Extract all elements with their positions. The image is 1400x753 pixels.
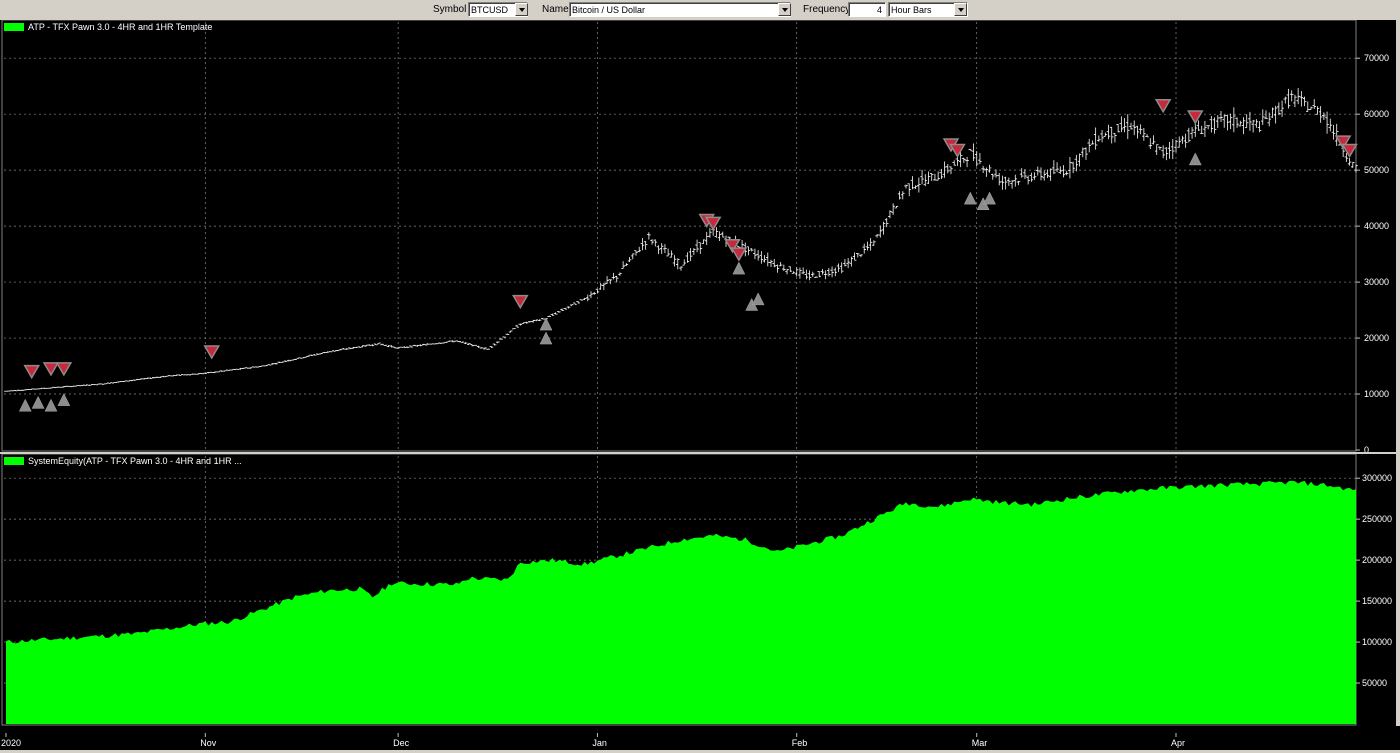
price-tick-label: 20000 (1364, 333, 1389, 343)
date-tick-label: Nov (200, 738, 217, 748)
frequency-input[interactable]: 4 (848, 2, 886, 17)
date-tick-label: 2020 (1, 738, 21, 748)
symbol-dropdown-arrow-icon[interactable] (515, 3, 528, 16)
equity-pane-title: SystemEquity(ATP - TFX Pawn 3.0 - 4HR an… (4, 456, 242, 466)
equity-tick-label: 50000 (1362, 678, 1387, 688)
buy-marker-icon (539, 331, 553, 345)
date-tick-label: Dec (393, 738, 410, 748)
date-tick-label: Feb (792, 738, 808, 748)
equity-tick-label: 300000 (1362, 473, 1392, 483)
buy-marker-icon (983, 191, 996, 205)
price-legend-swatch (4, 23, 24, 31)
name-label: Name (542, 4, 569, 15)
sell-marker-icon (704, 216, 722, 231)
buy-marker-icon (732, 261, 746, 275)
sell-marker-icon (730, 247, 748, 262)
name-combobox[interactable]: Bitcoin / US Dollar (569, 2, 791, 17)
sell-marker-icon (1186, 110, 1204, 125)
date-tick-label: Jan (592, 738, 607, 748)
chart-toolbar: Symbol BTCUSD Name Bitcoin / US Dollar F… (0, 0, 1400, 20)
symbol-value: BTCUSD (471, 5, 509, 15)
price-tick-label: 0 (1364, 445, 1369, 452)
sell-marker-icon (1154, 99, 1172, 114)
symbol-label: Symbol (433, 4, 467, 15)
sell-marker-icon (23, 364, 41, 380)
price-scrollbar (1396, 20, 1400, 452)
frequency-unit-dropdown-arrow-icon[interactable] (954, 3, 967, 16)
equity-area-fill (6, 480, 1356, 724)
date-tick-label: Apr (1171, 738, 1185, 748)
sell-marker-icon (949, 143, 966, 159)
equity-chart-pane[interactable]: 300000 250000 200000 150000 100000 50000 Syst… (0, 454, 1400, 733)
sell-marker-icon (203, 345, 221, 360)
sell-marker-icon (724, 238, 741, 254)
buy-marker-icon (44, 398, 58, 412)
buy-marker-icon (57, 393, 71, 406)
equity-y-axis: 300000 250000 200000 150000 100000 50000 (1356, 454, 1400, 726)
price-chart-pane[interactable]: 70000 60000 50000 40000 30000 20000 10000 0 ATP… (0, 20, 1400, 452)
equity-tick-label: 200000 (1362, 555, 1392, 565)
price-tick-label: 70000 (1364, 53, 1389, 63)
sell-marker-icon (1341, 143, 1358, 159)
buy-marker-icon (1188, 152, 1202, 166)
name-dropdown-arrow-icon[interactable] (778, 3, 791, 16)
sell-marker-icon (42, 362, 60, 377)
date-axis: 2020 Nov Dec Jan Feb Mar Apr (0, 733, 1400, 750)
buy-marker-icon (539, 317, 553, 331)
sell-marker-icon (511, 294, 529, 310)
date-tick-label: Mar (972, 738, 988, 748)
sell-marker-icon (55, 362, 73, 377)
frequency-unit-combobox[interactable]: Hour Bars (888, 2, 968, 17)
equity-tick-label: 100000 (1362, 637, 1392, 647)
sell-marker-icon (1334, 135, 1352, 150)
equity-tick-label: 150000 (1362, 596, 1392, 606)
frequency-label: Frequency (803, 4, 851, 15)
buy-marker-icon (18, 398, 32, 412)
price-chart[interactable]: 70000 60000 50000 40000 30000 20000 10000 0 (0, 20, 1400, 452)
equity-area (6, 480, 1356, 724)
equity-legend-swatch (4, 457, 24, 465)
price-tick-label: 10000 (1364, 389, 1389, 399)
price-y-axis: 70000 60000 50000 40000 30000 20000 10000 0 (1356, 20, 1400, 452)
price-tick-label: 50000 (1364, 165, 1389, 175)
equity-scrollbar (1396, 454, 1400, 726)
equity-tick-label: 250000 (1362, 514, 1392, 524)
price-tick-label: 60000 (1364, 109, 1389, 119)
price-tick-label: 40000 (1364, 221, 1389, 231)
price-frame (1, 20, 1357, 452)
price-pane-title: ATP - TFX Pawn 3.0 - 4HR and 1HR Templat… (4, 22, 212, 32)
frequency-value: 4 (876, 5, 882, 15)
frequency-unit-value: Hour Bars (891, 5, 932, 15)
date-axis-svg: 2020 Nov Dec Jan Feb Mar Apr (1, 733, 1185, 748)
equity-chart[interactable]: 300000 250000 200000 150000 100000 50000 (0, 454, 1400, 733)
equity-pane-title-text: SystemEquity(ATP - TFX Pawn 3.0 - 4HR an… (28, 456, 242, 466)
buy-marker-icon (751, 292, 765, 306)
price-tick-label: 30000 (1364, 277, 1389, 287)
name-value: Bitcoin / US Dollar (572, 5, 646, 15)
price-bars (4, 87, 1358, 392)
buy-marker-icon (31, 395, 45, 409)
price-pane-title-text: ATP - TFX Pawn 3.0 - 4HR and 1HR Templat… (28, 22, 213, 32)
trade-markers (18, 99, 1358, 412)
buy-marker-icon (963, 191, 977, 205)
price-grid (1, 20, 1357, 452)
